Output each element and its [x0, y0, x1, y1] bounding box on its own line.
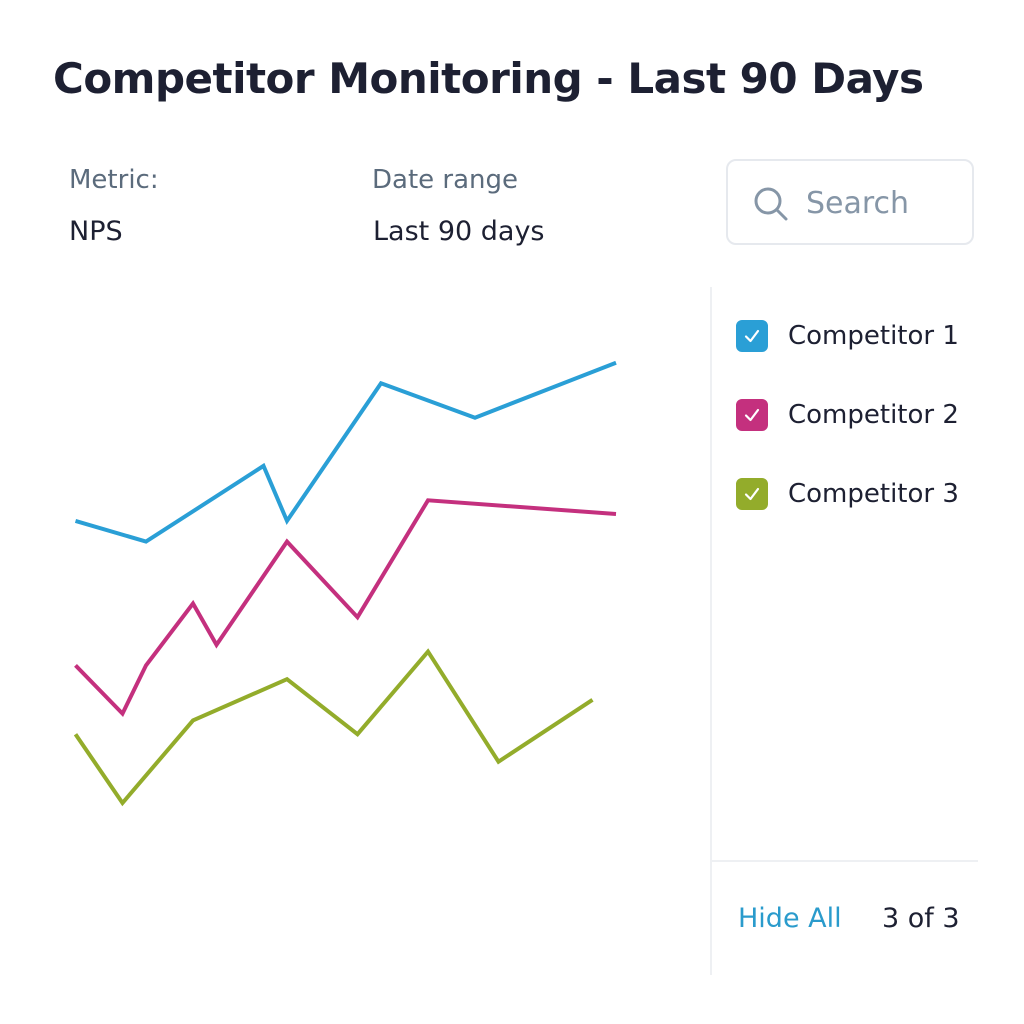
search-input[interactable] [806, 181, 966, 225]
line-chart [73, 360, 617, 807]
series-line-competitor-2 [74, 498, 617, 718]
checkmark-icon [744, 487, 760, 501]
series-line-competitor-1 [74, 360, 617, 544]
checkbox-competitor-2[interactable] [736, 399, 768, 431]
legend-divider [712, 860, 978, 862]
metric-label: Metric: [69, 165, 159, 195]
legend-label-competitor-3: Competitor 3 [788, 479, 959, 509]
hide-all-button[interactable]: Hide All [738, 903, 842, 934]
checkbox-competitor-1[interactable] [736, 320, 768, 352]
date-range-label: Date range [372, 165, 519, 195]
legend-panel: Competitor 1 Competitor 2 Competitor 3 H… [710, 287, 978, 975]
page-title: Competitor Monitoring - Last 90 Days [53, 54, 924, 103]
legend-item-competitor-3[interactable]: Competitor 3 [736, 474, 959, 514]
checkmark-icon [744, 408, 760, 422]
chart-area [52, 287, 710, 975]
legend-item-competitor-2[interactable]: Competitor 2 [736, 395, 959, 435]
legend-label-competitor-2: Competitor 2 [788, 400, 959, 430]
date-range-value[interactable]: Last 90 days [373, 216, 545, 247]
checkbox-competitor-3[interactable] [736, 478, 768, 510]
legend-label-competitor-1: Competitor 1 [788, 321, 959, 351]
search-box[interactable] [726, 159, 974, 245]
search-icon [752, 185, 790, 223]
metric-value[interactable]: NPS [69, 216, 123, 247]
visible-count: 3 of 3 [882, 903, 960, 934]
series-line-competitor-3 [73, 648, 594, 807]
legend-item-competitor-1[interactable]: Competitor 1 [736, 316, 959, 356]
checkmark-icon [744, 329, 760, 343]
